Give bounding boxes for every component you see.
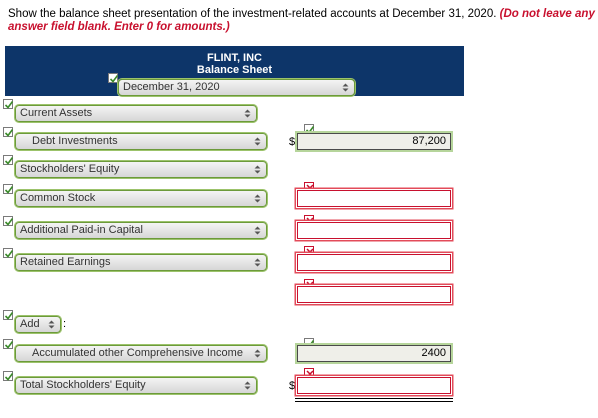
account-dropdown-aoci[interactable]: Accumulated other Comprehensive Income [15,345,267,362]
dropdown-label: Accumulated other Comprehensive Income [32,347,243,359]
account-dropdown-additional-paid-in-capital[interactable]: Additional Paid-in Capital [15,222,267,239]
account-dropdown-debt-investments[interactable]: Debt Investments [15,133,267,150]
amount-input-debt-investments[interactable]: 87,200 [297,133,451,150]
dropdown-label: Debt Investments [32,135,118,147]
dropdown-label: Stockholders' Equity [20,163,120,175]
check-correct-icon [3,310,14,320]
account-dropdown-common-stock[interactable]: Common Stock [15,190,267,207]
dropdown-label: Common Stock [20,192,96,204]
account-dropdown-total-stockholders-equity[interactable]: Total Stockholders' Equity [15,377,257,394]
dropdown-label: Retained Earnings [20,256,111,268]
amount-input-total-stockholders-equity[interactable] [297,377,451,394]
amount-input-common-stock[interactable] [297,190,451,207]
statement-title: Balance Sheet [196,64,273,76]
check-correct-icon [3,155,14,165]
check-correct-icon [3,339,14,349]
dropdown-arrow-icon [254,165,261,174]
dropdown-arrow-icon [254,137,261,146]
amount-input-subtotal[interactable] [297,286,451,303]
currency-symbol: $ [289,380,296,392]
amount-input-additional-paid-in-capital[interactable] [297,222,451,239]
dropdown-arrow-icon [48,320,55,329]
dropdown-arrow-icon [254,194,261,203]
check-correct-icon [3,216,14,226]
check-correct-icon [3,248,14,258]
dropdown-arrow-icon [244,381,251,390]
dropdown-label: Total Stockholders' Equity [20,379,146,391]
dropdown-label: Add [20,318,40,330]
dropdown-arrow-icon [254,258,261,267]
add-deduct-dropdown[interactable]: Add [15,316,61,333]
amount-input-aoci[interactable]: 2400 [297,345,451,362]
date-dropdown[interactable]: December 31, 2020 [118,79,355,96]
dropdown-label: Current Assets [20,107,93,119]
instruction-warning: (Do not leave any answer field blank. En… [8,8,595,33]
dropdown-arrow-icon [254,226,261,235]
account-dropdown-retained-earnings[interactable]: Retained Earnings [15,254,267,271]
double-underline [295,401,453,402]
check-correct-icon [3,184,14,194]
colon-label: : [63,318,67,330]
check-correct-icon [3,127,14,137]
check-correct-icon [108,73,119,83]
dropdown-label: Additional Paid-in Capital [20,224,143,236]
check-correct-icon [3,99,14,109]
dropdown-arrow-icon [254,349,261,358]
account-dropdown-current-assets[interactable]: Current Assets [15,105,257,122]
dropdown-arrow-icon [342,83,349,92]
instructions: Show the balance sheet presentation of t… [8,8,596,34]
check-correct-icon [3,371,14,381]
company-name: FLINT, INC [207,52,262,64]
account-dropdown-stockholders-equity[interactable]: Stockholders' Equity [15,161,267,178]
date-dropdown-value: December 31, 2020 [123,81,220,93]
dropdown-arrow-icon [244,109,251,118]
amount-input-retained-earnings[interactable] [297,254,451,271]
currency-symbol: $ [289,136,296,148]
instruction-text: Show the balance sheet presentation of t… [8,8,497,20]
double-underline [295,398,453,399]
